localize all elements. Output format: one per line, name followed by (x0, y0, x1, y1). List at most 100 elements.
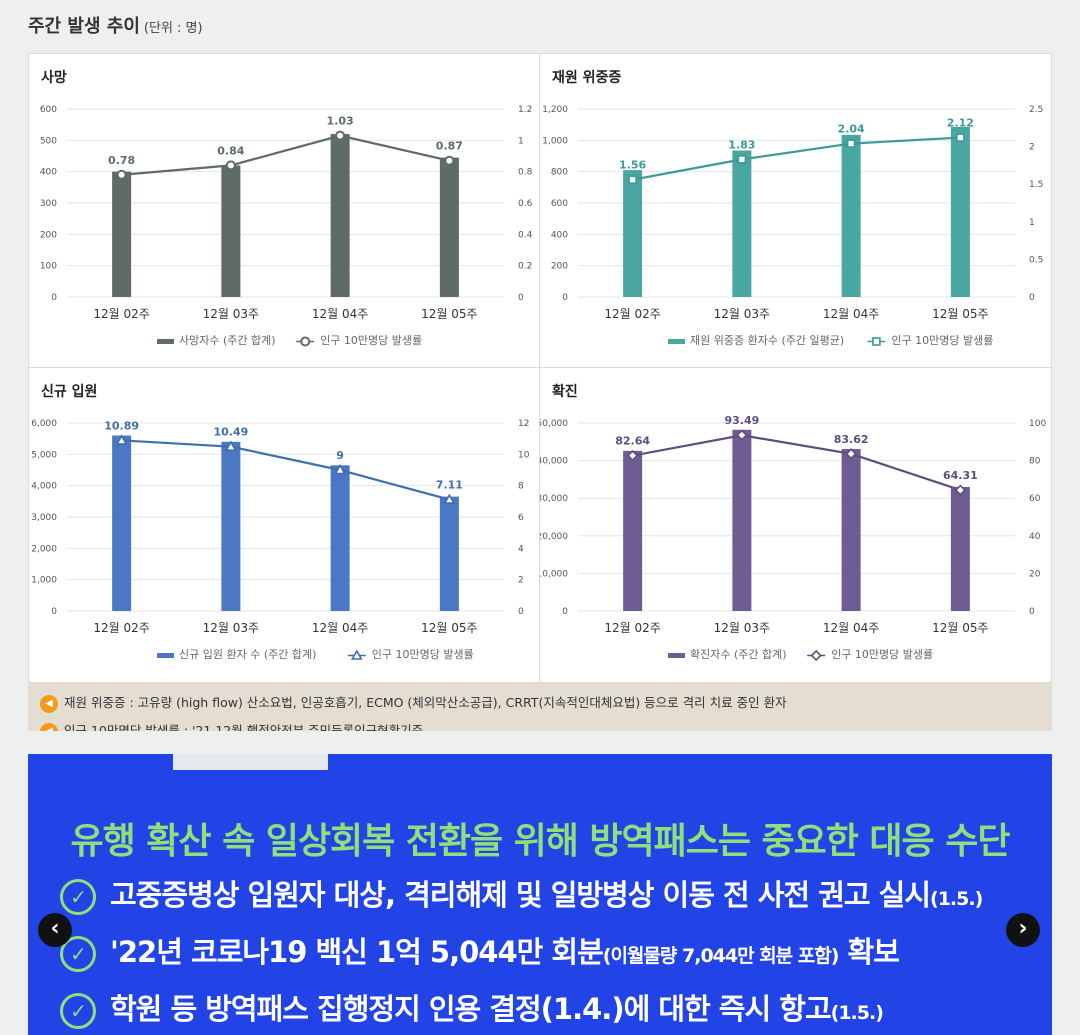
legend-bar-swatch (157, 339, 174, 344)
left-axis-tick-label: 0 (562, 293, 568, 303)
data-label: 2.12 (947, 117, 974, 130)
banner-item-suffix: (1.5.) (930, 888, 983, 910)
left-axis-tick-label: 6,000 (31, 419, 57, 429)
chart-panel-deaths: 사망 0 100 200 300 400 500 600 0 0.2 0.4 0.6 0.8 1 1.2 12… (29, 54, 540, 368)
legend-line-marker (300, 336, 311, 347)
x-axis-tick-label: 12월 03주 (203, 621, 259, 635)
right-axis-tick-label: 0 (518, 293, 524, 303)
note-item: ◀ 재원 위중증 : 고유량 (high flow) 산소요법, 인공호흡기, E… (40, 692, 787, 713)
banner-next-button[interactable]: › (1006, 913, 1040, 947)
legend-line-label: 인구 10만명당 발생률 (372, 648, 474, 661)
line-marker (626, 450, 639, 462)
x-axis-tick-label: 12월 03주 (714, 621, 770, 635)
legend-line-marker (810, 649, 822, 662)
left-axis-tick-label: 100 (40, 262, 57, 272)
banner-item-text: 학원 등 방역패스 집행정지 인용 결정(1.4.)에 대한 즉시 항고 (110, 992, 832, 1026)
line-marker (225, 160, 236, 171)
line-marker (115, 434, 128, 445)
left-axis-tick-label: 800 (551, 168, 568, 178)
banner-item-text: '22년 코로나19 백신 1억 5,044만 회분 (110, 935, 604, 969)
right-axis-tick-label: 2.5 (1029, 105, 1043, 115)
line-marker (845, 448, 857, 460)
right-axis-tick-label: 0.6 (518, 199, 533, 209)
x-axis-tick-label: 12월 02주 (604, 307, 660, 321)
line-marker (737, 155, 747, 164)
left-axis-tick-label: 5,000 (31, 450, 57, 460)
right-axis-tick-label: 2 (518, 576, 524, 586)
left-axis-tick-label: 0 (51, 607, 57, 617)
chart-admissions: 신규 입원 0 1,000 2,000 3,000 4,000 5,000 6,000 0 2 4 6… (31, 384, 529, 661)
right-axis-tick-label: 0 (1029, 607, 1035, 617)
left-axis-tick-label: 20,000 (540, 532, 568, 542)
right-axis-tick-label: 0.8 (518, 168, 533, 178)
x-axis-tick-label: 12월 05주 (421, 307, 477, 321)
left-axis-tick-label: 10,000 (540, 569, 568, 579)
line-marker (954, 484, 967, 496)
line-marker (444, 155, 455, 166)
left-axis-tick-label: 400 (551, 230, 568, 240)
line-marker (225, 440, 237, 451)
left-axis-tick-label: 1,200 (542, 105, 568, 115)
left-axis-tick-label: 200 (551, 262, 568, 272)
data-label: 10.49 (213, 426, 248, 439)
right-axis-tick-label: 4 (518, 544, 524, 554)
series-line (121, 134, 450, 176)
data-label: 7.11 (436, 479, 463, 492)
data-label: 0.78 (108, 154, 135, 167)
speaker-icon: ◀ (40, 694, 58, 713)
left-axis-tick-label: 4,000 (31, 482, 57, 492)
x-axis-tick-label: 12월 02주 (93, 307, 149, 321)
chart-title: 확진 (552, 383, 578, 400)
x-axis-tick-label: 12월 04주 (823, 307, 879, 321)
bar (330, 134, 350, 297)
speaker-icon: ◀ (40, 722, 58, 731)
series-line (632, 136, 961, 181)
legend-bar-label: 확진자수 (주간 합계) (690, 648, 787, 661)
right-axis-tick-label: 0.5 (1029, 255, 1043, 265)
data-label: 0.84 (217, 144, 244, 157)
line-marker (335, 130, 346, 141)
right-axis-tick-label: 1.2 (518, 105, 532, 115)
right-axis-tick-label: 0.4 (518, 230, 533, 240)
left-axis-tick-label: 200 (40, 230, 57, 240)
chart-panel-admissions: 신규 입원 0 1,000 2,000 3,000 4,000 5,000 6,000 0 2 4 6… (29, 368, 540, 682)
banner[interactable]: 유행 확산 속 일상회복 전환을 위해 방역패스는 중요한 대응 수단 ✓ 고중증… (28, 754, 1052, 1035)
data-label: 82.64 (615, 435, 650, 448)
chart-title: 재원 위중증 (552, 70, 621, 86)
legend-line-label: 인구 10만명당 발생률 (831, 648, 933, 661)
right-axis-tick-label: 1.5 (1029, 180, 1043, 190)
bar (732, 429, 752, 611)
legend-bar-label: 재원 위중증 환자수 (주간 일평균) (690, 333, 844, 347)
note-text: 인구 10만명당 발생률 : '21.12월 행정안전부 주민등록인구현황기준 (64, 723, 424, 731)
x-axis-tick-label: 12월 02주 (604, 621, 660, 635)
legend-bar-label: 신규 입원 환자 수 (주간 합계) (179, 648, 316, 661)
chart-title: 신규 입원 (41, 384, 97, 400)
right-axis-tick-label: 0 (1029, 293, 1035, 303)
right-axis-tick-label: 12 (518, 419, 529, 429)
right-axis-tick-label: 20 (1029, 569, 1041, 579)
bar (112, 435, 132, 611)
banner-prev-button[interactable]: ‹ (38, 913, 72, 947)
line-marker (443, 493, 456, 504)
bar (732, 150, 752, 297)
series-line (121, 439, 450, 501)
legend-bar-swatch (157, 653, 174, 658)
x-axis-tick-label: 12월 02주 (93, 621, 149, 635)
bar (439, 496, 459, 611)
data-label: 0.87 (436, 140, 463, 153)
x-axis-tick-label: 12월 03주 (203, 307, 259, 321)
left-axis-tick-label: 600 (551, 199, 568, 209)
data-label: 2.04 (838, 123, 865, 136)
x-axis-tick-label: 12월 05주 (932, 621, 988, 635)
left-axis-tick-label: 600 (40, 105, 57, 115)
chart-confirmed: 확진 0 10,000 20,000 30,000 40,000 50,000 0 20 40 60… (540, 383, 1046, 662)
banner-item-suffix: (이월물량 7,044만 회분 포함) (602, 945, 840, 967)
legend-line-label: 인구 10만명당 발생률 (320, 334, 422, 347)
bar (623, 450, 643, 611)
bar (950, 486, 970, 611)
bar (623, 170, 643, 297)
note-text: 재원 위중증 : 고유량 (high flow) 산소요법, 인공호흡기, EC… (64, 695, 787, 710)
banner-item: ✓ 고중증병상 입원자 대상, 격리해제 및 일방병상 이동 전 사전 권고 실시… (60, 872, 983, 915)
line-marker (628, 175, 637, 184)
left-axis-tick-label: 400 (40, 168, 57, 178)
